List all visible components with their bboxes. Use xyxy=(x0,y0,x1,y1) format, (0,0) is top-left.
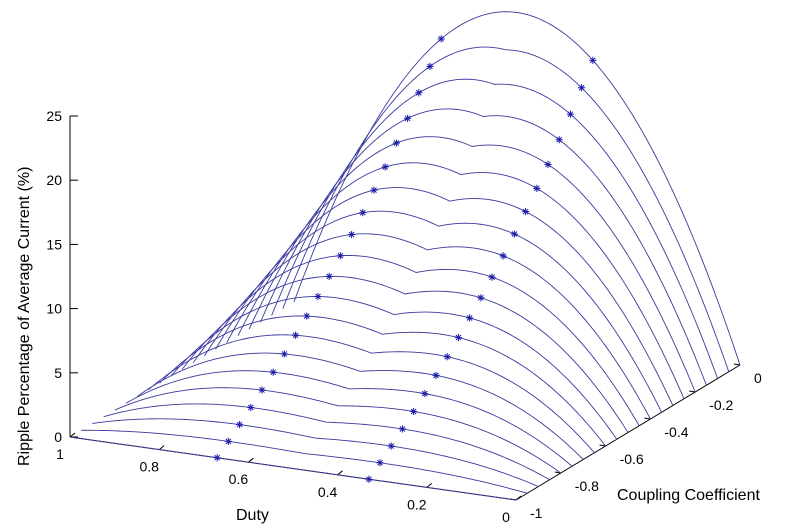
z-tick-label: 20 xyxy=(46,172,62,188)
peak-marker xyxy=(336,252,344,260)
y-tick-mark xyxy=(644,417,651,420)
series-curves xyxy=(69,11,741,501)
y-tick-label: -0.4 xyxy=(664,424,688,440)
series-curve xyxy=(215,210,663,413)
peak-marker xyxy=(387,442,395,450)
peak-marker xyxy=(443,353,451,361)
x-axis-label: Duty xyxy=(236,507,269,524)
peak-marker xyxy=(303,312,311,320)
z-axis-label: Ripple Percentage of Average Current (%) xyxy=(16,167,33,466)
x-tick-label: 1 xyxy=(56,446,64,462)
z-axis-ticks: 0 5 10 15 20 25 xyxy=(46,108,78,445)
peak-marker xyxy=(454,333,463,342)
series-curve xyxy=(69,436,517,501)
peak-marker xyxy=(499,252,507,260)
x-tick-label: 0 xyxy=(502,509,510,525)
peak-marker xyxy=(291,331,300,339)
y-tick-mark xyxy=(599,444,606,447)
x-tick-mark xyxy=(248,457,254,463)
x-tick-label: 0.4 xyxy=(318,484,338,500)
peak-marker xyxy=(280,350,288,358)
peak-marker xyxy=(269,368,277,376)
peak-marker xyxy=(235,421,244,429)
peak-marker xyxy=(589,56,597,64)
series-curve xyxy=(248,136,696,393)
z-tick-label: 0 xyxy=(54,429,62,445)
peak-marker xyxy=(522,207,530,216)
series-curve xyxy=(293,11,741,366)
peak-marker xyxy=(544,160,552,169)
peak-marker xyxy=(421,390,429,398)
series-curve xyxy=(136,352,584,460)
peak-marker xyxy=(466,314,474,322)
series-curve xyxy=(181,275,629,433)
peak-marker xyxy=(314,292,322,301)
peak-marker xyxy=(347,230,356,239)
y-tick-label: -0.6 xyxy=(620,451,644,467)
series-curve xyxy=(92,418,539,487)
series-curve xyxy=(237,162,685,399)
peak-marker xyxy=(376,459,384,467)
x-tick-mark xyxy=(158,445,165,450)
z-tick-label: 15 xyxy=(46,236,62,252)
x-tick-label: 0.8 xyxy=(139,459,159,475)
y-tick-label: 0 xyxy=(754,370,762,386)
peak-marker xyxy=(398,425,407,433)
peak-marker xyxy=(403,114,412,122)
y-tick-label: -0.8 xyxy=(575,478,599,494)
series-curve xyxy=(125,370,573,467)
peak-marker xyxy=(247,403,255,412)
peak-marker xyxy=(213,454,221,462)
series-curve xyxy=(170,296,618,440)
series-curve xyxy=(103,403,550,481)
peak-marker xyxy=(415,89,423,97)
series-curve xyxy=(114,387,562,474)
peak-marker xyxy=(365,475,373,483)
x-tick-mark xyxy=(69,432,76,438)
peak-marker xyxy=(510,230,519,238)
x-tick-mark xyxy=(426,483,433,488)
series-curve xyxy=(282,46,730,372)
series-curve xyxy=(81,429,528,494)
y-axis-label: Coupling Coefficient xyxy=(617,487,760,504)
z-tick-label: 10 xyxy=(46,301,62,317)
peak-marker xyxy=(381,163,389,171)
peak-marker xyxy=(258,386,266,394)
series-curve xyxy=(204,233,651,420)
y-tick-mark xyxy=(689,390,696,393)
series-curve xyxy=(192,255,640,426)
x-axis-ticks: 1 0.8 0.6 0.4 0.2 0 xyxy=(56,432,522,525)
series-curve xyxy=(159,315,606,447)
peak-marker xyxy=(533,184,541,192)
peak-marker xyxy=(370,186,378,194)
peak-markers xyxy=(213,35,597,483)
peak-marker xyxy=(437,35,445,43)
peak-marker xyxy=(555,136,563,144)
peak-marker xyxy=(432,371,440,379)
peak-marker xyxy=(578,84,586,92)
peak-marker xyxy=(410,407,418,416)
series-curve xyxy=(259,108,707,386)
x-tick-label: 0.6 xyxy=(229,471,249,487)
x-tick-mark xyxy=(515,495,522,501)
peak-marker xyxy=(325,272,333,280)
peak-marker xyxy=(359,209,367,217)
y-tick-label: -0.2 xyxy=(709,397,733,413)
peak-marker xyxy=(224,437,232,445)
series-curve xyxy=(148,334,595,454)
peak-marker xyxy=(477,294,485,302)
x-tick-mark xyxy=(337,470,343,476)
y-tick-mark xyxy=(733,363,741,366)
y-tick-label: -1 xyxy=(530,505,543,521)
peak-marker xyxy=(566,110,575,118)
peak-marker xyxy=(426,62,434,70)
peak-marker xyxy=(488,273,496,281)
series-curve xyxy=(226,187,674,406)
peak-marker xyxy=(392,139,400,147)
z-tick-label: 25 xyxy=(46,108,62,124)
series-curve xyxy=(271,78,719,379)
x-tick-label: 0.2 xyxy=(407,496,427,512)
z-tick-label: 5 xyxy=(54,365,62,381)
